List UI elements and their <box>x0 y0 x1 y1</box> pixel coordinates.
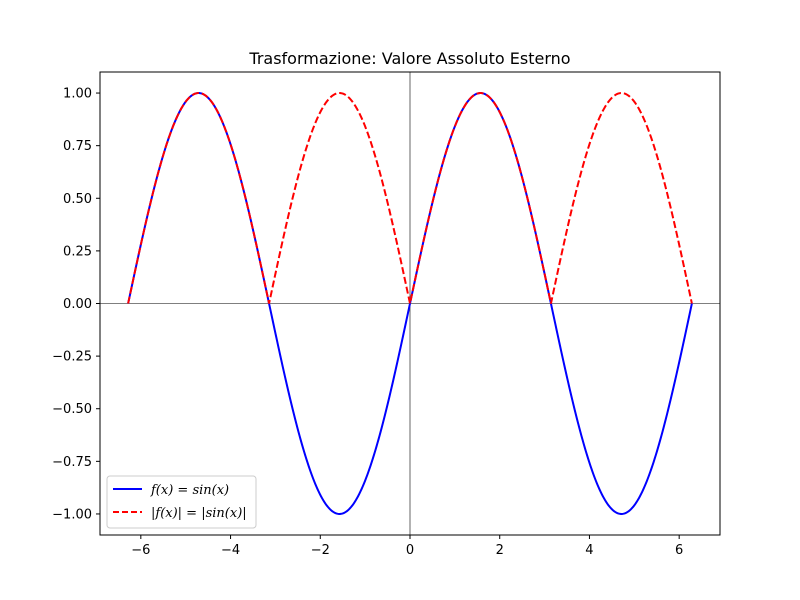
y-tick-label: −0.50 <box>52 402 92 417</box>
y-tick-label: 1.00 <box>63 87 92 102</box>
series-line-abs-sin <box>127 92 693 304</box>
chart-title: Trasformazione: Valore Assoluto Esterno <box>248 49 570 68</box>
y-tick-label: 0.50 <box>63 192 92 207</box>
y-tick-label: −0.25 <box>52 350 92 365</box>
x-tick-label: −6 <box>131 543 150 558</box>
y-tick-label: 0.75 <box>63 139 92 154</box>
legend: f(x) = sin(x) |f(x)| = |sin(x)| <box>106 475 257 529</box>
x-tick-label: 4 <box>585 543 593 558</box>
x-tick-label: 0 <box>406 543 414 558</box>
y-tick-label: 0.00 <box>63 297 92 312</box>
y-tick-label: 0.25 <box>63 244 92 259</box>
x-tick-label: 2 <box>496 543 504 558</box>
x-tick-label: −2 <box>311 543 330 558</box>
legend-box <box>106 475 257 529</box>
legend-label-sin: f(x) = sin(x) <box>150 483 229 498</box>
legend-label-abs-sin: |f(x)| = |sin(x)| <box>151 506 247 521</box>
y-tick-label: −1.00 <box>52 507 92 522</box>
x-tick-label: −4 <box>221 543 240 558</box>
y-tick-label: −0.75 <box>52 455 92 470</box>
x-tick-label: 6 <box>675 543 683 558</box>
